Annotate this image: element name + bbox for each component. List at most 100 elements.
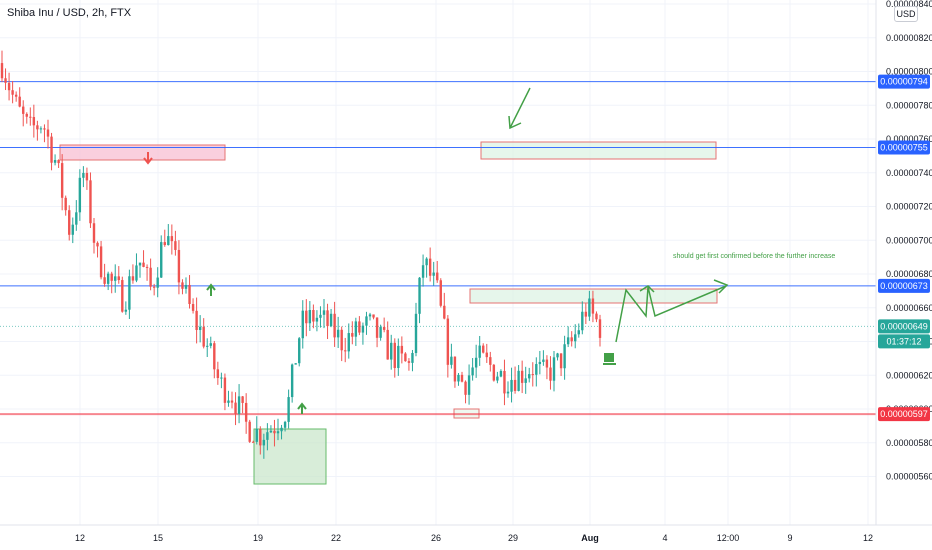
- currency-badge[interactable]: USD: [894, 6, 918, 22]
- candle-body: [174, 241, 177, 250]
- candle-body: [577, 330, 580, 335]
- candle-body: [588, 298, 591, 317]
- candle-body: [428, 258, 432, 276]
- y-tick-label: 0.00000560: [886, 472, 932, 482]
- candle-body: [82, 172, 85, 178]
- candle-body: [457, 374, 460, 382]
- y-tick-label: 0.00000660: [886, 303, 932, 313]
- candle-body: [121, 280, 124, 312]
- level-price-label: 0.00000597: [880, 409, 928, 419]
- x-tick-label: 26: [431, 533, 441, 543]
- candle-body: [202, 326, 205, 347]
- candle-body: [535, 364, 538, 375]
- projection-arrow-head: [639, 285, 655, 293]
- candle-body: [99, 246, 103, 278]
- candle-body: [386, 329, 389, 360]
- candle-body: [421, 265, 425, 278]
- candle-body: [163, 242, 166, 246]
- candle-body: [184, 284, 188, 289]
- candle-body: [18, 96, 21, 107]
- candle-body: [595, 313, 598, 320]
- accumulation-zone: [253, 428, 327, 485]
- candle-body: [298, 338, 301, 364]
- candle-body: [78, 177, 82, 213]
- candle-body: [506, 391, 510, 394]
- y-tick-label: 0.00000700: [886, 235, 932, 245]
- candle-body: [301, 310, 304, 339]
- x-tick-label: 19: [253, 533, 263, 543]
- candle-body: [382, 327, 386, 330]
- candle-body: [591, 298, 595, 314]
- candle-body: [294, 363, 297, 365]
- candle-body: [252, 441, 255, 443]
- resistance-zone-right: [480, 141, 717, 160]
- candle-body: [545, 359, 549, 368]
- projection-arrow-head: [713, 279, 729, 294]
- candle-body: [156, 277, 159, 288]
- candle-body: [436, 272, 439, 281]
- candle-body: [273, 430, 276, 434]
- candle-body: [503, 370, 506, 394]
- level-price-label-bg: [878, 74, 930, 89]
- level-price-label: 0.00000794: [880, 77, 928, 87]
- candle-body: [574, 334, 577, 342]
- candle-body: [53, 160, 57, 163]
- y-tick-label: 0.00000840: [886, 0, 932, 9]
- x-tick-label: 12: [863, 533, 873, 543]
- candle-body: [566, 337, 570, 345]
- candle-body: [305, 310, 308, 324]
- x-tick-label: 9: [787, 533, 792, 543]
- candle-body: [407, 361, 411, 363]
- candle-body: [57, 160, 60, 164]
- level-price-label-bg: [878, 140, 930, 155]
- candle-body: [195, 310, 198, 330]
- candle-body: [393, 342, 396, 368]
- countdown-bg: [878, 334, 930, 349]
- candle-body: [128, 276, 131, 310]
- y-tick-label: 0.00000820: [886, 33, 932, 43]
- candle-body: [36, 125, 39, 130]
- candle-body: [400, 345, 404, 354]
- candle-body: [39, 128, 43, 130]
- candle-body: [131, 276, 135, 281]
- down-arrow-head: [508, 115, 522, 130]
- candle-body: [167, 236, 170, 246]
- candle-body: [135, 265, 138, 281]
- candle-body: [142, 262, 145, 267]
- level-price-label-bg: [878, 407, 930, 422]
- candle-body: [520, 370, 524, 383]
- candle-body: [478, 345, 481, 358]
- candle-body: [138, 262, 142, 266]
- candle-body: [344, 350, 347, 352]
- candle-body: [549, 367, 552, 381]
- candle-body: [474, 357, 478, 368]
- candle-body: [149, 267, 152, 287]
- candle-body: [499, 370, 503, 377]
- candle-body: [262, 439, 266, 446]
- candle-body: [443, 305, 446, 319]
- resistance-zone-left: [59, 144, 226, 161]
- x-tick-label: Aug: [581, 533, 599, 543]
- candle-body: [365, 316, 368, 326]
- y-tick-label: 0.00000680: [886, 269, 932, 279]
- candle-body: [351, 333, 354, 337]
- candle-body: [347, 333, 350, 352]
- candle-body: [418, 277, 421, 314]
- level-price-label: 0.00000673: [880, 281, 928, 291]
- candle-body: [563, 344, 566, 369]
- candle-body: [397, 345, 400, 368]
- candle-body: [290, 364, 294, 398]
- candle-body: [598, 319, 602, 338]
- candle-body: [425, 258, 428, 266]
- candle-body: [390, 342, 393, 360]
- candle-body: [60, 163, 64, 198]
- candle-body: [259, 428, 262, 446]
- candle-body: [361, 325, 365, 333]
- candle-body: [375, 317, 379, 338]
- annotation-text: should get first confirmed before the fu…: [673, 253, 835, 260]
- candle-body: [22, 106, 25, 114]
- candle-body: [4, 78, 7, 83]
- candle-body: [584, 311, 588, 317]
- candle-body: [114, 276, 117, 281]
